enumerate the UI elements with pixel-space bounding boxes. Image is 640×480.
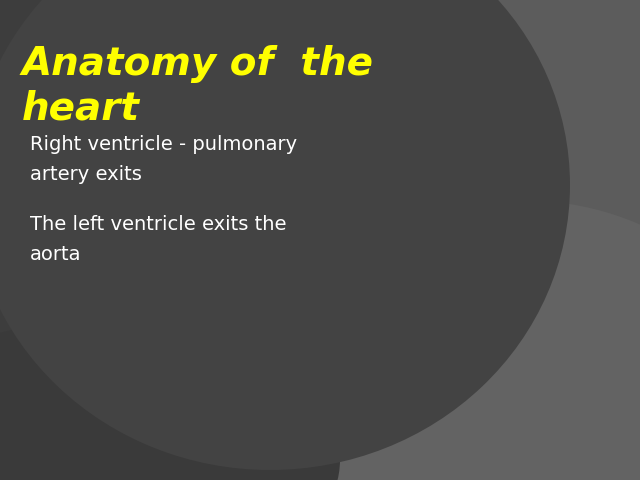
- Text: artery exits: artery exits: [30, 165, 142, 184]
- Ellipse shape: [0, 0, 610, 480]
- Text: heart: heart: [22, 90, 140, 128]
- Text: Right ventricle - pulmonary: Right ventricle - pulmonary: [30, 135, 297, 154]
- Ellipse shape: [270, 200, 640, 480]
- Ellipse shape: [0, 0, 570, 470]
- Ellipse shape: [0, 320, 340, 480]
- Text: Anatomy of  the: Anatomy of the: [22, 45, 374, 83]
- Ellipse shape: [390, 0, 640, 480]
- Text: aorta: aorta: [30, 245, 81, 264]
- Text: The left ventricle exits the: The left ventricle exits the: [30, 215, 287, 234]
